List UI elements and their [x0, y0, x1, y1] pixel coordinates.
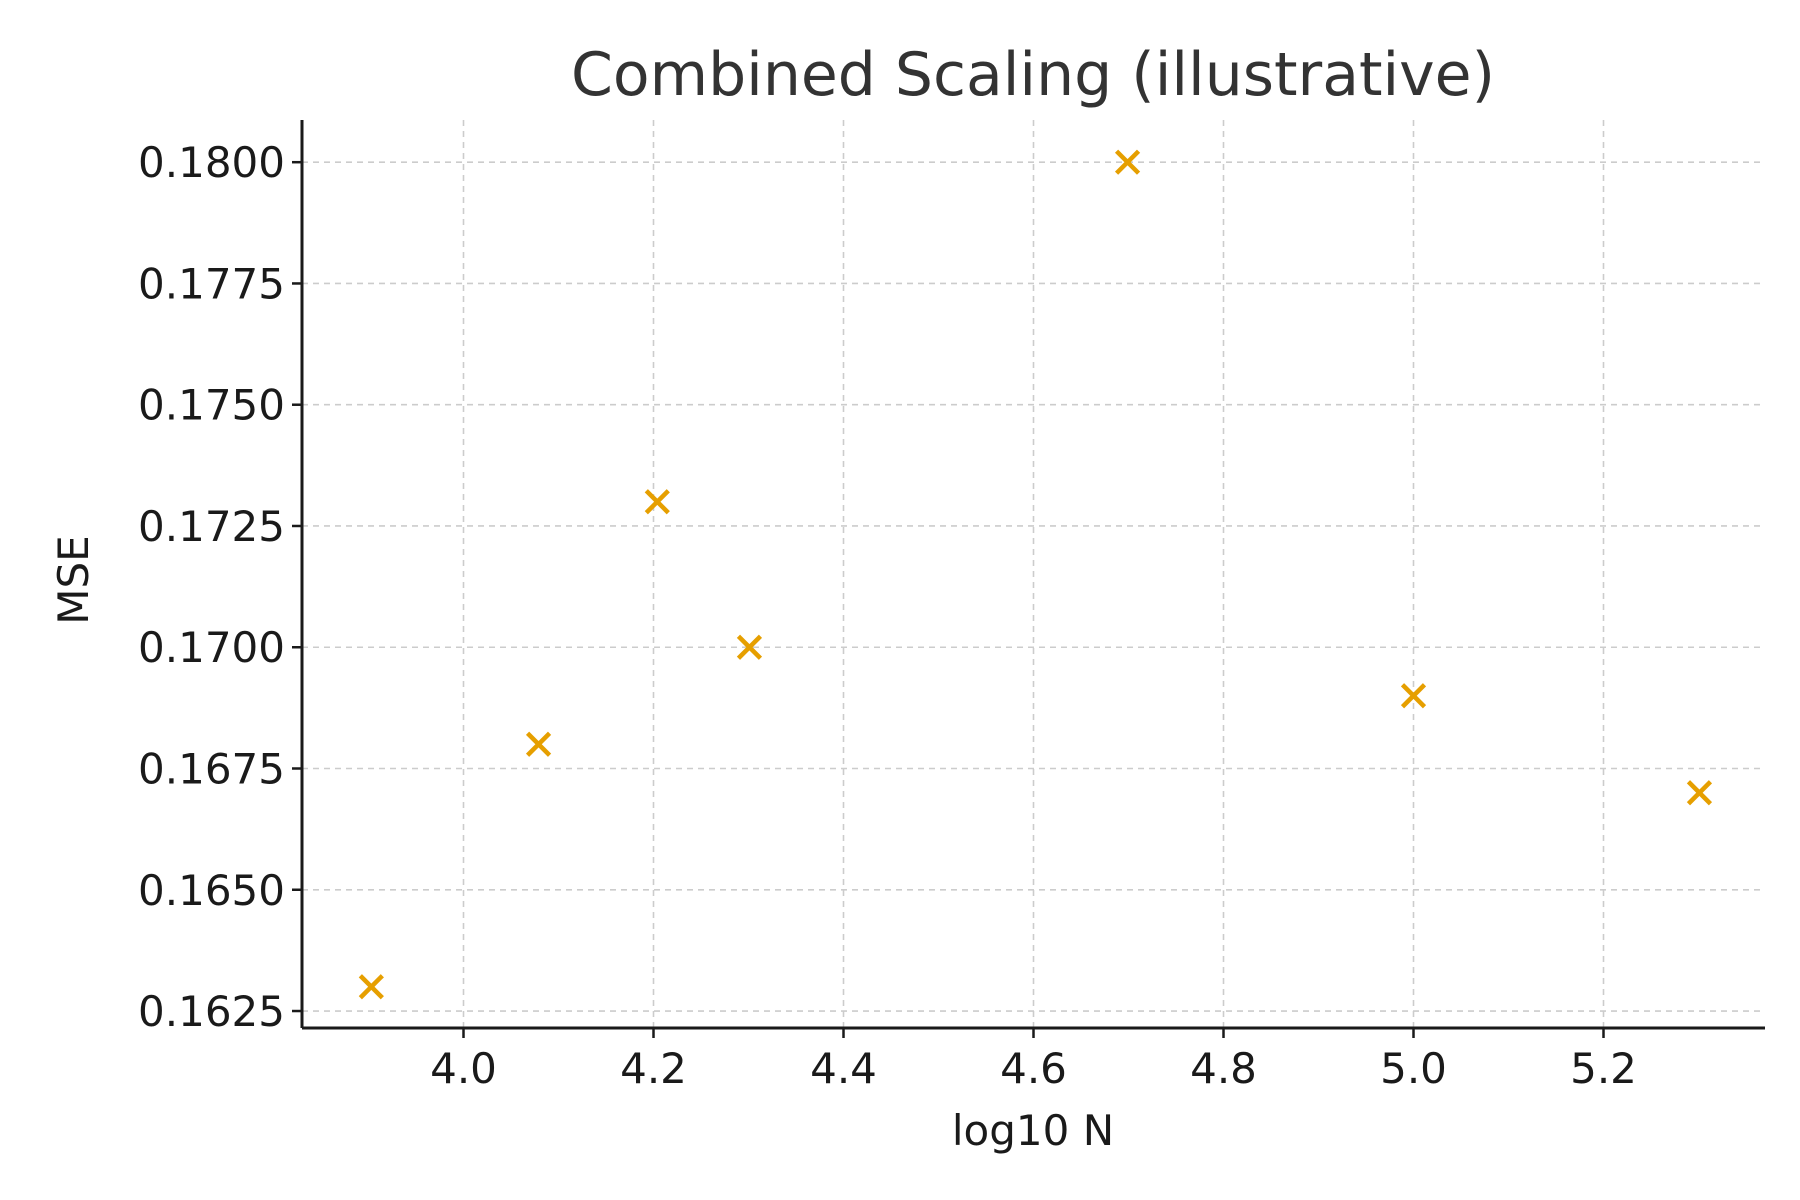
data-point-marker: [736, 634, 763, 660]
x-tick-label: 5.2: [1570, 1044, 1637, 1093]
y-tick-label: 0.1650: [138, 866, 285, 915]
y-tick-label: 0.1800: [138, 138, 285, 187]
x-tick-label: 4.6: [1000, 1044, 1067, 1093]
x-tick-label: 4.2: [620, 1044, 687, 1093]
y-tick-label: 0.1725: [138, 502, 285, 551]
y-tick-label: 0.1675: [138, 745, 285, 794]
y-tick-label: 0.1775: [138, 259, 285, 308]
data-points: [358, 149, 1713, 1000]
x-tick-label: 5.0: [1380, 1044, 1447, 1093]
data-point-marker: [1686, 780, 1713, 806]
y-axis-label: MSE: [49, 535, 98, 624]
x-tick-label: 4.8: [1190, 1044, 1257, 1093]
data-point-marker: [1400, 683, 1427, 709]
data-point-marker: [525, 731, 552, 757]
chart-title: Combined Scaling (illustrative): [571, 40, 1495, 110]
y-tick-label: 0.1625: [138, 987, 285, 1036]
data-point-marker: [358, 974, 384, 1000]
x-tick-label: 4.4: [810, 1044, 877, 1093]
data-point-marker: [644, 489, 670, 515]
ticks: 4.0 4.2 4.4 4.6 4.8 5.0 5.2 0.1625 0.1650 0.1675 0…: [138, 138, 1637, 1093]
x-tick-label: 4.0: [430, 1044, 497, 1093]
x-axis-label: log10 N: [952, 1106, 1114, 1155]
y-tick-label: 0.1700: [138, 623, 285, 672]
data-point-marker: [1114, 149, 1141, 175]
grid: [302, 120, 1765, 1028]
y-tick-label: 0.1750: [138, 381, 285, 430]
